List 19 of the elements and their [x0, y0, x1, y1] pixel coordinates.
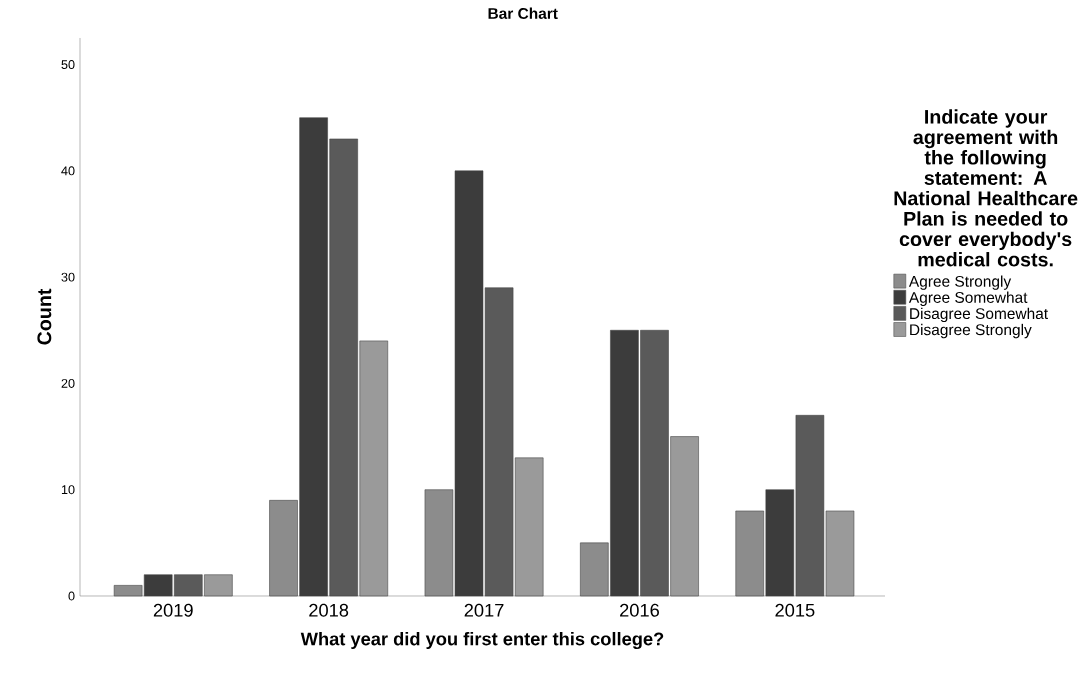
y-axis-title: Count	[37, 288, 52, 345]
legend-label: Disagree Strongly	[910, 323, 1032, 339]
y-tick-label: 10	[61, 485, 75, 495]
y-tick-label: 0	[68, 591, 75, 601]
x-tick-label: 2015	[775, 603, 815, 617]
chart-title: Bar Chart	[488, 7, 558, 19]
legend-label: Agree Somewhat	[908, 291, 1028, 306]
x-tick-label: 2019	[153, 603, 193, 617]
x-tick-label: 2018	[309, 603, 349, 617]
legend-label: Agree Strongly	[908, 275, 1012, 290]
y-tick-label: 50	[61, 60, 75, 70]
y-tick-label: 30	[61, 272, 75, 282]
x-tick-label: 2016	[620, 603, 659, 617]
legend-title: Indicate your agreement with the following statement: A National Healthcare Plan is needed to cover everybody's medical costs.	[894, 109, 1078, 267]
y-tick-label: 40	[61, 166, 75, 176]
legend-label: Disagree Somewhat	[910, 307, 1048, 323]
x-axis-title: What year did you first enter this college?	[300, 631, 664, 650]
y-tick-label: 20	[61, 378, 75, 388]
x-tick-label: 2017	[464, 603, 504, 617]
